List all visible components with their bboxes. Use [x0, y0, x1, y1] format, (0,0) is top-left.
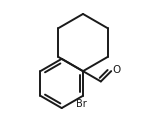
- Text: Br: Br: [76, 99, 87, 109]
- Text: O: O: [113, 65, 121, 75]
